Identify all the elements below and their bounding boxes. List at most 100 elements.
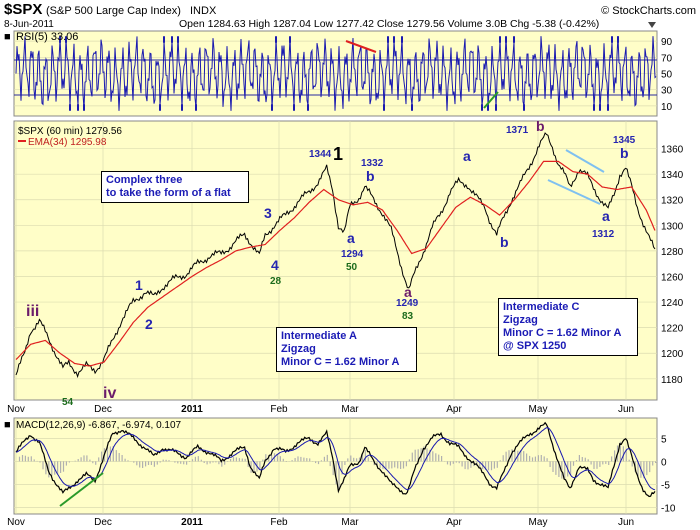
- box-line: Minor C = 1.62 Minor A: [281, 356, 400, 368]
- histogram-bar: [394, 461, 396, 468]
- month-label: 2011: [181, 404, 203, 415]
- histogram-bar: [417, 449, 419, 462]
- histogram-bar: [162, 459, 164, 462]
- histogram-bar: [203, 461, 205, 463]
- box-line: Zigzag: [503, 314, 538, 326]
- histogram-bar: [570, 461, 572, 475]
- histogram-bar: [455, 461, 457, 463]
- histogram-bar: [493, 461, 495, 469]
- histogram-bar: [306, 458, 308, 462]
- histogram-bar: [118, 453, 120, 462]
- histogram-bar: [441, 456, 443, 462]
- histogram-bar: [531, 457, 534, 462]
- rsi-tick-label: 90: [661, 37, 673, 48]
- histogram-bar: [619, 441, 621, 462]
- histogram-bar: [215, 461, 217, 463]
- histogram-bar: [637, 461, 639, 476]
- histogram-bar: [458, 461, 460, 464]
- histogram-bar: [446, 461, 449, 465]
- price-x-axis: Nov Dec 2011 Feb Mar Apr May Jun: [7, 404, 634, 415]
- histogram-bar: [139, 461, 141, 468]
- rsi-extreme-bar: [593, 104, 595, 111]
- box-line: Intermediate C: [503, 301, 580, 313]
- histogram-bar: [183, 461, 185, 465]
- histogram-bar: [253, 461, 255, 473]
- histogram-bar: [21, 455, 24, 462]
- histogram-bar: [224, 461, 226, 465]
- histogram-bar: [244, 458, 246, 462]
- histogram-bar: [197, 456, 199, 462]
- histogram-bar: [605, 461, 607, 464]
- macd-title: MACD(12,26,9) -6.867, -6.974, 0.107: [16, 420, 182, 431]
- histogram-bar: [344, 461, 346, 465]
- macd-tick-label: 5: [661, 434, 667, 445]
- rsi-value-label: 50: [346, 262, 358, 273]
- histogram-bar: [540, 455, 542, 462]
- histogram-bar: [142, 461, 144, 468]
- histogram-bar: [549, 461, 551, 467]
- histogram-bar: [356, 458, 358, 462]
- rsi-extreme-bar: [611, 36, 613, 43]
- price-axis: 1180 1200 1220 1240 1260 1280 1300 1320 1340 1360: [661, 145, 684, 386]
- histogram-bar: [505, 451, 507, 462]
- histogram-bar: [432, 451, 434, 462]
- wave-label: a: [404, 284, 412, 300]
- histogram-bar: [326, 454, 328, 462]
- histogram-bar: [599, 461, 601, 467]
- histogram-bar: [221, 461, 223, 467]
- histogram-bar: [572, 461, 575, 466]
- histogram-bar: [534, 456, 536, 462]
- month-label: Nov: [7, 404, 25, 415]
- rsi-extreme-bar: [171, 36, 173, 43]
- histogram-bar: [614, 450, 616, 462]
- wave-label: b: [500, 234, 509, 250]
- wave-label: a: [347, 230, 355, 246]
- price-tick-label: 1280: [661, 247, 684, 258]
- rsi-extreme-bar: [607, 104, 609, 111]
- rsi-value-label: 83: [402, 311, 414, 322]
- histogram-bar: [587, 459, 589, 462]
- exchange-label: INDX: [190, 5, 217, 17]
- price-legend: $SPX (60 min) 1279.56: [18, 126, 122, 137]
- histogram-bar: [581, 457, 583, 462]
- macd-trendline-green: [59, 472, 104, 507]
- triangle-down-icon[interactable]: [648, 22, 656, 28]
- histogram-bar: [174, 461, 176, 463]
- quote-line: Open 1284.63 High 1287.04 Low 1277.42 Cl…: [179, 18, 599, 30]
- histogram-bar: [121, 455, 123, 462]
- rsi-legend-marker: ■: [4, 31, 11, 43]
- histogram-bar: [209, 461, 211, 464]
- annotation-box-intermediate-a: Intermediate A Zigzag Minor C = 1.62 Min…: [276, 327, 417, 372]
- histogram-bar: [558, 461, 560, 477]
- histogram-bar: [271, 455, 273, 462]
- histogram-bar: [388, 461, 390, 469]
- price-tick-label: 1360: [661, 145, 684, 156]
- month-label: Mar: [341, 404, 359, 415]
- histogram-bar: [596, 461, 598, 469]
- macd-line: [15, 421, 656, 498]
- histogram-bar: [470, 461, 472, 468]
- histogram-bar: [379, 461, 381, 469]
- histogram-bar: [282, 458, 284, 462]
- histogram-bar: [188, 461, 191, 462]
- histogram-bar: [115, 450, 117, 462]
- histogram-bar: [74, 460, 76, 462]
- rsi-extreme-bar: [77, 104, 79, 111]
- histogram-bar: [238, 458, 240, 462]
- histogram-bar: [622, 446, 624, 462]
- price-tick-label: 1180: [661, 375, 683, 386]
- histogram-bar: [353, 457, 355, 462]
- histogram-bar: [520, 450, 522, 462]
- histogram-bar: [479, 461, 481, 468]
- histogram-bar: [39, 461, 41, 463]
- histogram-bar: [65, 461, 67, 466]
- price-label: 1344: [309, 149, 332, 160]
- histogram-bar: [496, 461, 498, 468]
- histogram-bar: [625, 449, 627, 462]
- histogram-bar: [241, 458, 243, 462]
- rsi-extreme-bar: [307, 104, 309, 111]
- histogram-bar: [180, 461, 182, 464]
- histogram-bar: [33, 459, 35, 462]
- annotation-box-flat: Complex three to take the form of a flat: [101, 171, 249, 203]
- wave-label: b: [620, 145, 629, 161]
